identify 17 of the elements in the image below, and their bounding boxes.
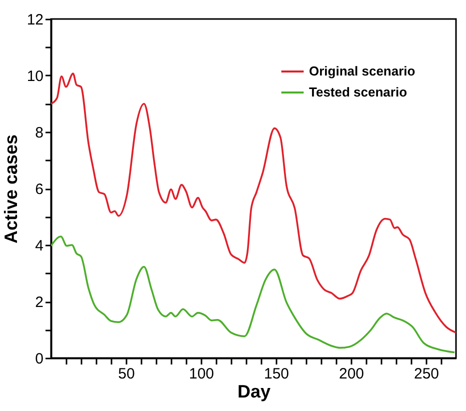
legend-label: Original scenario xyxy=(309,64,416,78)
y-axis-title: Active cases xyxy=(0,134,21,244)
legend-label: Tested scenario xyxy=(309,84,408,100)
line-series xyxy=(51,236,456,354)
x-tick-label: 200 xyxy=(338,366,364,382)
y-tick-label: 6 xyxy=(35,181,44,198)
x-tick-label: 50 xyxy=(118,366,135,382)
x-tick-label: 150 xyxy=(264,366,290,382)
x-tick-label: 100 xyxy=(188,366,214,382)
x-tick-label: 250 xyxy=(414,366,440,382)
y-tick-label: 8 xyxy=(35,124,44,142)
y-tick-label: 4 xyxy=(35,238,44,254)
y-tick-label: 12 xyxy=(26,12,44,28)
y-tick-label: 10 xyxy=(26,68,44,85)
x-axis-title: Day xyxy=(237,382,271,402)
y-tick-label: 0 xyxy=(35,350,44,368)
y-tick-label: 2 xyxy=(35,294,44,311)
